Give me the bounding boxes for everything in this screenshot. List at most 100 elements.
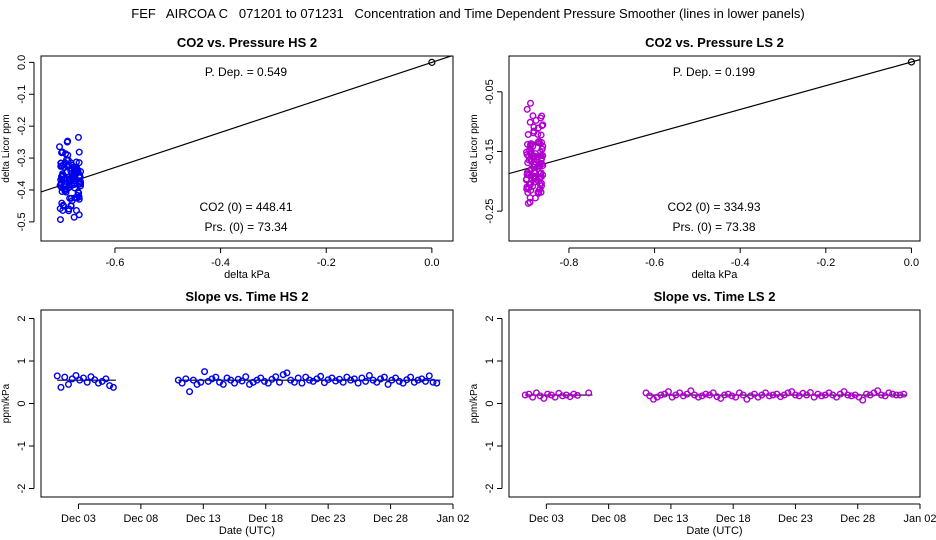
data-point <box>739 391 747 399</box>
data-point <box>717 394 725 402</box>
panel-co2-pressure-hs2: CO2 vs. Pressure HS 2 -0.6 -0.4 -0.2 0.0 delt… <box>1 35 454 281</box>
x-tick-label: -0.4 <box>731 257 750 269</box>
y-tick-label: -0.1 <box>16 85 28 104</box>
data-point <box>74 168 82 176</box>
data-point <box>91 376 99 384</box>
data-point <box>529 112 537 120</box>
data-point <box>283 369 291 377</box>
data-point <box>529 393 537 401</box>
data-point <box>365 371 373 379</box>
data-point <box>698 392 706 400</box>
x-tick-label: Dec 18 <box>248 513 283 525</box>
data-point <box>559 392 567 400</box>
y-tick-label: -1 <box>16 441 28 451</box>
x-tick-label: Dec 28 <box>840 513 875 525</box>
data-point <box>848 392 856 400</box>
data-point <box>72 193 80 201</box>
data-point <box>533 153 541 161</box>
data-point <box>56 143 64 151</box>
pressure-intercept-label: Prs. (0) = 73.34 <box>204 220 287 234</box>
data-point <box>208 375 216 383</box>
data-point <box>324 376 332 384</box>
y-tick-label: -0.25 <box>484 199 496 224</box>
data-point <box>75 159 83 167</box>
data-point <box>526 99 534 107</box>
data-point <box>570 390 578 398</box>
y-tick-label: 0 <box>484 400 496 406</box>
data-point <box>377 375 385 383</box>
y-tick-label: 1 <box>484 358 496 364</box>
x-tick-label: Dec 08 <box>123 513 158 525</box>
x-tick-label: -0.2 <box>317 257 336 269</box>
x-axis-label: delta kPa <box>692 269 739 281</box>
x-tick-label: Dec 13 <box>653 513 688 525</box>
co2-intercept-label: CO2 (0) = 448.41 <box>199 200 292 214</box>
data-point <box>896 391 904 399</box>
data-point <box>527 172 535 180</box>
data-point <box>75 193 83 201</box>
data-point <box>818 392 826 400</box>
data-point <box>694 393 702 401</box>
data-point <box>317 372 325 380</box>
data-point <box>58 162 66 170</box>
y-tick-label: -2 <box>16 484 28 494</box>
y-axis-label: ppm/kPa <box>1 383 12 423</box>
pressure-dependence-label: P. Dep. = 0.549 <box>205 65 288 79</box>
data-point <box>305 376 313 384</box>
x-axis-label: Date (UTC) <box>219 525 275 537</box>
data-point <box>422 377 430 385</box>
data-point <box>212 373 220 381</box>
data-point <box>57 383 65 391</box>
x-tick-label: Dec 03 <box>61 513 96 525</box>
data-point <box>544 390 552 398</box>
co2-intercept-label: CO2 (0) = 334.93 <box>667 200 760 214</box>
data-point <box>350 375 358 383</box>
x-tick-label: Jan 02 <box>436 513 469 525</box>
data-point <box>58 149 66 157</box>
data-point <box>769 391 777 399</box>
data-point <box>814 390 822 398</box>
data-point <box>75 148 83 156</box>
data-point <box>534 124 542 132</box>
data-point <box>529 153 537 161</box>
x-tick-label: Dec 08 <box>591 513 626 525</box>
data-point <box>399 379 407 387</box>
data-point <box>862 390 870 398</box>
data-point <box>687 387 695 395</box>
data-point <box>732 393 740 401</box>
data-point <box>102 375 110 383</box>
data-point <box>526 118 534 126</box>
data-point <box>859 396 867 404</box>
data-point <box>106 382 114 390</box>
page-title: FEF AIRCOA C 071201 to 071231 Concentrat… <box>131 6 805 21</box>
data-point <box>242 373 250 381</box>
data-point <box>189 376 197 384</box>
data-point <box>56 216 64 224</box>
data-point <box>332 377 340 385</box>
data-point <box>657 391 665 399</box>
y-tick-label: 2 <box>484 315 496 321</box>
data-point <box>523 105 531 113</box>
data-point <box>234 375 242 383</box>
x-tick-label: Dec 23 <box>778 513 813 525</box>
data-point <box>68 375 76 383</box>
data-point <box>683 390 691 398</box>
data-point <box>747 392 755 400</box>
data-point <box>264 379 272 387</box>
data-point <box>720 391 728 399</box>
data-point <box>799 389 807 397</box>
data-point <box>540 394 548 402</box>
data-point <box>713 393 721 401</box>
fit-line <box>41 56 453 193</box>
panel-slope-time-hs2: Slope vs. Time HS 2 Dec 03 Dec 08 Dec 13 Dec… <box>1 289 470 537</box>
data-point <box>67 164 75 172</box>
data-point <box>844 391 852 399</box>
x-tick-label: -0.8 <box>559 257 578 269</box>
data-point <box>384 380 392 388</box>
y-tick-label: 2 <box>16 315 28 321</box>
chart-title: CO2 vs. Pressure HS 2 <box>177 35 317 50</box>
data-point <box>791 391 799 399</box>
plot-frame <box>508 309 921 498</box>
data-point <box>67 177 75 185</box>
